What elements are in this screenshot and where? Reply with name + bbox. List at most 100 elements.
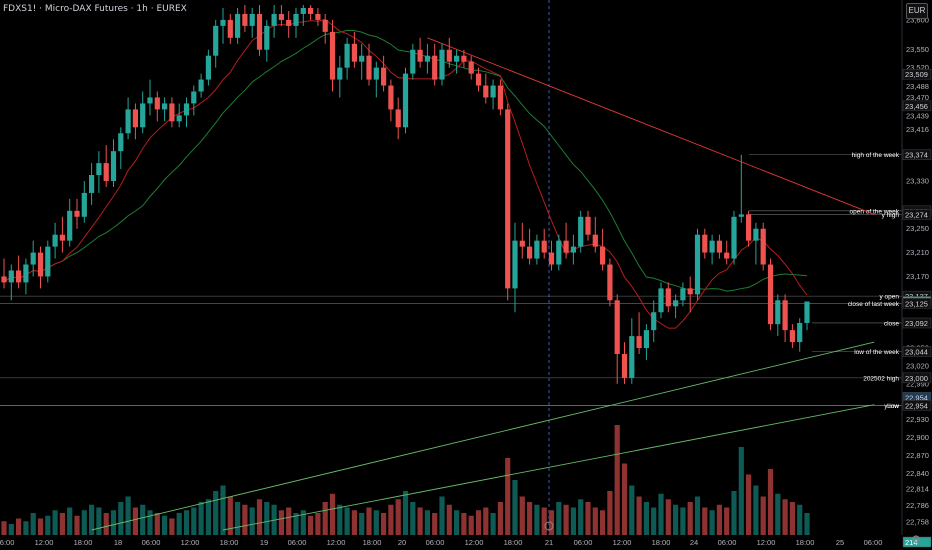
volume-bar bbox=[373, 510, 379, 535]
candle bbox=[74, 198, 80, 229]
candle-body bbox=[227, 19, 233, 38]
candle-body bbox=[738, 214, 744, 217]
volume-bar bbox=[607, 491, 613, 535]
candle bbox=[439, 43, 445, 86]
price-label: 23,125 bbox=[905, 299, 928, 308]
volume-bar bbox=[767, 469, 774, 535]
volume-bar bbox=[585, 502, 591, 535]
candle bbox=[147, 79, 153, 116]
candle-body bbox=[205, 55, 211, 80]
currency-button[interactable]: EUR bbox=[906, 3, 928, 19]
volume-bar bbox=[235, 502, 241, 535]
volume-bar bbox=[716, 504, 722, 535]
price-label: 22,954 bbox=[905, 401, 928, 410]
candle bbox=[541, 228, 547, 259]
time-axis: 06:00 12:00 18:00 18 06:00 12:00 18:00 19 06:00 1… bbox=[0, 538, 882, 547]
candle-body bbox=[483, 85, 489, 98]
volume-bar bbox=[687, 502, 693, 535]
volume-bar bbox=[490, 513, 496, 535]
price-label-box bbox=[902, 100, 932, 112]
price-axis: 23,60023,55023,52023,48823,47023,43923,4… bbox=[906, 15, 929, 526]
time-tick: 18:00 bbox=[363, 538, 382, 547]
candle-body bbox=[694, 234, 701, 295]
candle-body bbox=[424, 55, 430, 62]
trendline-0 bbox=[427, 37, 875, 215]
candle bbox=[760, 222, 766, 271]
candle-body bbox=[381, 67, 387, 86]
candle bbox=[432, 43, 438, 86]
volume-bar bbox=[242, 504, 248, 535]
candle-body bbox=[286, 19, 292, 26]
volume-bar bbox=[746, 474, 752, 535]
candle-body bbox=[643, 330, 649, 349]
volume-bar bbox=[395, 499, 401, 535]
volume-bar bbox=[337, 504, 343, 535]
level-label-6: low of the week bbox=[854, 349, 900, 356]
volume-bar bbox=[673, 504, 679, 535]
candle bbox=[205, 49, 211, 86]
volume-bar bbox=[417, 507, 423, 535]
volume-bar bbox=[629, 485, 635, 535]
level-label-5: close bbox=[884, 320, 900, 327]
time-tick: 06:00 bbox=[0, 538, 14, 547]
candle-body bbox=[804, 301, 810, 323]
candle-body bbox=[147, 97, 153, 104]
candle-body bbox=[767, 264, 774, 325]
volume-bar bbox=[23, 521, 29, 535]
candle-body bbox=[687, 288, 693, 295]
volume-bar bbox=[432, 513, 438, 535]
price-tick: 23,470 bbox=[906, 93, 929, 102]
price-label-box bbox=[902, 372, 932, 384]
time-tick: 12:00 bbox=[327, 538, 346, 547]
candle bbox=[191, 85, 197, 116]
price-tick: 22,900 bbox=[906, 433, 929, 442]
candle bbox=[23, 258, 29, 295]
volume-bar bbox=[753, 485, 759, 535]
volume-bar bbox=[694, 496, 701, 535]
candle bbox=[673, 294, 679, 319]
candle-body bbox=[731, 216, 737, 259]
candle bbox=[118, 127, 124, 170]
candle bbox=[227, 13, 233, 44]
candle bbox=[468, 55, 474, 80]
candle-body bbox=[359, 55, 365, 62]
volume-bar bbox=[198, 502, 204, 535]
candle bbox=[475, 67, 482, 92]
volume-bar bbox=[570, 507, 576, 535]
volume-bar bbox=[286, 507, 292, 535]
volume-bar bbox=[651, 507, 657, 535]
volume-bar bbox=[468, 515, 474, 535]
price-tick: 23,020 bbox=[906, 361, 929, 370]
candle bbox=[388, 79, 394, 122]
volume-bar bbox=[8, 524, 14, 535]
volume-bar bbox=[461, 513, 467, 535]
volume-bar bbox=[475, 510, 482, 535]
candle-body bbox=[198, 79, 204, 92]
candle-body bbox=[23, 264, 29, 283]
price-label: 22,954 bbox=[905, 393, 928, 402]
candle-body bbox=[410, 49, 416, 74]
time-marker-icon bbox=[544, 521, 554, 531]
volume-bar bbox=[278, 510, 284, 535]
time-axis-background bbox=[0, 535, 902, 550]
time-tick: 12:00 bbox=[35, 538, 54, 547]
candle-body bbox=[37, 252, 44, 277]
time-tick: 06:00 bbox=[574, 538, 593, 547]
symbol-title: FDXS1! · Micro-DAX Futures · 1h · EUREX bbox=[3, 4, 187, 14]
candle bbox=[132, 103, 138, 140]
candle-body bbox=[621, 354, 628, 378]
candle-body bbox=[293, 13, 299, 26]
candle-body bbox=[592, 234, 598, 247]
time-tick: 24 bbox=[690, 538, 698, 547]
volume-bar bbox=[132, 507, 138, 535]
candle-body bbox=[16, 270, 22, 283]
candle bbox=[322, 13, 328, 44]
candle-body bbox=[753, 228, 759, 241]
gear-icon[interactable]: ⚙ bbox=[911, 534, 921, 546]
volume-bar bbox=[125, 496, 131, 535]
candle-body bbox=[512, 240, 518, 289]
candle bbox=[527, 228, 533, 265]
volume-bar bbox=[256, 499, 263, 535]
